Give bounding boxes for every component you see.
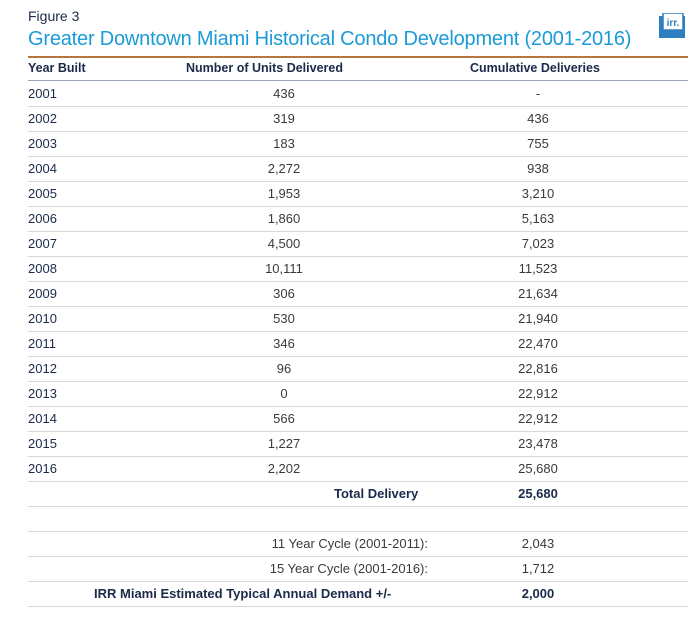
irr-logo-icon: irr. (659, 13, 685, 38)
units-cell: 530 (273, 311, 295, 326)
summary-value: 2,043 (521, 536, 555, 551)
table-row: 2006 1,860 5,163 (28, 206, 688, 232)
table-row: 2016 2,202 25,680 (28, 456, 688, 482)
year-cell: 2009 (28, 286, 57, 301)
table-row: 2004 2,272 938 (28, 156, 688, 182)
spacer-row (28, 506, 688, 532)
total-row: Total Delivery 25,680 (28, 481, 688, 507)
year-cell: 2008 (28, 261, 57, 276)
year-cell: 2013 (28, 386, 57, 401)
table-row: 2008 10,111 11,523 (28, 256, 688, 282)
cumulative-cell: 11,523 (518, 261, 558, 276)
title-rule (28, 56, 688, 58)
year-cell: 2007 (28, 236, 57, 251)
year-cell: 2001 (28, 86, 57, 101)
units-cell: 2,202 (267, 461, 301, 476)
units-cell: 1,953 (267, 186, 301, 201)
year-cell: 2015 (28, 436, 57, 451)
units-cell: 2,272 (267, 161, 301, 176)
table-row: 2012 96 22,816 (28, 356, 688, 382)
table-row: 2015 1,227 23,478 (28, 431, 688, 457)
cumulative-cell: 3,210 (521, 186, 555, 201)
summary-row: 11 Year Cycle (2001-2011): 2,043 (28, 531, 688, 557)
units-cell: 1,227 (267, 436, 301, 451)
units-cell: 183 (273, 136, 295, 151)
year-cell: 2016 (28, 461, 57, 476)
year-cell: 2014 (28, 411, 57, 426)
summary-label: 15 Year Cycle (2001-2016): (269, 561, 428, 576)
year-cell: 2012 (28, 361, 57, 376)
cumulative-cell: 5,163 (521, 211, 555, 226)
year-cell: 2003 (28, 136, 57, 151)
summary-row: 15 Year Cycle (2001-2016): 1,712 (28, 556, 688, 582)
table-row: 2003 183 755 (28, 131, 688, 157)
cumulative-cell: 23,478 (518, 436, 558, 451)
cumulative-cell: 22,816 (518, 361, 558, 376)
table-row: 2001 436 - (28, 81, 688, 107)
table-row: 2011 346 22,470 (28, 331, 688, 357)
cumulative-cell: 22,912 (518, 386, 558, 401)
units-cell: 1,860 (267, 211, 301, 226)
cumulative-cell: 21,940 (518, 311, 558, 326)
year-cell: 2005 (28, 186, 57, 201)
cumulative-cell: 22,912 (518, 411, 558, 426)
units-cell: 4,500 (267, 236, 301, 251)
units-cell: 96 (276, 361, 292, 376)
units-cell: 436 (273, 86, 295, 101)
units-cell: 346 (273, 336, 295, 351)
cumulative-cell: - (535, 86, 541, 101)
year-cell: 2010 (28, 311, 57, 326)
units-cell: 10,111 (265, 261, 303, 276)
year-cell: 2004 (28, 161, 57, 176)
table-row: 2013 0 22,912 (28, 381, 688, 407)
demand-row: IRR Miami Estimated Typical Annual Deman… (28, 581, 688, 607)
total-label: Total Delivery (334, 486, 419, 501)
figure-label: Figure 3 (28, 8, 80, 24)
page-title: Greater Downtown Miami Historical Condo … (28, 28, 632, 50)
table-row: 2009 306 21,634 (28, 281, 688, 307)
summary-label: 11 Year Cycle (2001-2011): (271, 536, 428, 551)
table-row: 2010 530 21,940 (28, 306, 688, 332)
cumulative-cell: 22,470 (518, 336, 558, 351)
col-header-year: Year Built (28, 61, 86, 75)
cumulative-cell: 938 (527, 161, 549, 176)
header-rule (28, 80, 688, 81)
table-row: 2002 319 436 (28, 106, 688, 132)
year-cell: 2006 (28, 211, 57, 226)
summary-value: 1,712 (521, 561, 555, 576)
cumulative-cell: 21,634 (518, 286, 558, 301)
demand-label: IRR Miami Estimated Typical Annual Deman… (94, 586, 392, 601)
demand-value: 2,000 (521, 586, 555, 601)
units-cell: 319 (273, 111, 295, 126)
units-cell: 0 (280, 386, 288, 401)
cumulative-cell: 755 (527, 136, 549, 151)
total-value: 25,680 (518, 486, 558, 501)
cumulative-cell: 25,680 (518, 461, 558, 476)
table-row: 2007 4,500 7,023 (28, 231, 688, 257)
year-cell: 2002 (28, 111, 57, 126)
year-cell: 2011 (28, 336, 56, 351)
col-header-units: Number of Units Delivered (186, 61, 343, 75)
units-cell: 566 (273, 411, 295, 426)
table-row: 2005 1,953 3,210 (28, 181, 688, 207)
col-header-cumulative: Cumulative Deliveries (470, 61, 600, 75)
cumulative-cell: 7,023 (521, 236, 555, 251)
units-cell: 306 (273, 286, 295, 301)
table-row: 2014 566 22,912 (28, 406, 688, 432)
logo-text: irr. (667, 18, 680, 29)
cumulative-cell: 436 (527, 111, 549, 126)
